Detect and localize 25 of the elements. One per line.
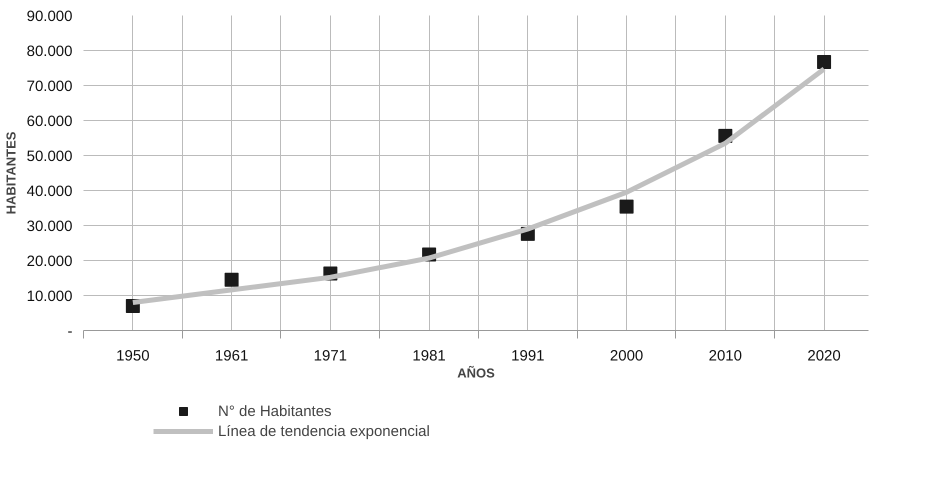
x-axis-title: AÑOS (457, 366, 496, 380)
x-tick-label: 1981 (412, 348, 446, 364)
x-tick-label: 1961 (214, 348, 248, 364)
x-tick-label: 1991 (511, 348, 545, 364)
y-tick-label: 70.000 (26, 78, 73, 95)
y-tick-label: 20.000 (26, 253, 73, 270)
y-tick-label: - (68, 323, 73, 340)
x-tick-label: 2020 (807, 348, 841, 364)
y-axis-title: HABITANTES (4, 131, 19, 214)
y-tick-label: 80.000 (26, 43, 73, 60)
legend-label: Línea de tendencia exponencial (218, 422, 430, 440)
y-tick-label: 90.000 (26, 8, 73, 25)
y-tick-label: 50.000 (26, 148, 73, 165)
x-tick-label: 2010 (708, 348, 742, 364)
legend-label: N° de Habitantes (218, 402, 332, 420)
y-tick-label: 60.000 (26, 113, 73, 130)
y-tick-label: 40.000 (26, 183, 73, 200)
y-tick-label: 30.000 (26, 218, 73, 235)
x-tick-label: 1950 (116, 348, 150, 364)
point (620, 200, 634, 214)
x-tick-label: 1971 (314, 348, 348, 364)
point (817, 55, 832, 70)
x-tick-label: 2000 (610, 348, 644, 364)
y-tick-label: 10.000 (26, 288, 73, 305)
point (224, 272, 239, 287)
